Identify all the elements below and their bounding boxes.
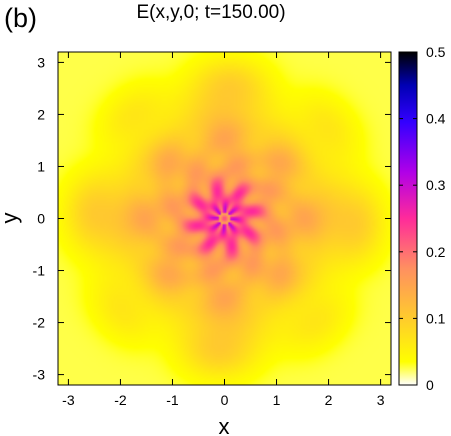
colorbar-tick-label: 0.5 — [426, 44, 446, 60]
colorbar-tick-label: 0.3 — [426, 177, 446, 193]
y-tick-label: 3 — [37, 54, 45, 70]
heatmap — [58, 52, 391, 385]
colorbar-frame — [398, 51, 418, 386]
colorbar-tick-label: 0 — [426, 377, 434, 393]
y-tick-label: -1 — [33, 263, 46, 279]
y-tick-label: 0 — [37, 211, 45, 227]
y-tick-label: -2 — [33, 315, 46, 331]
panel-label: (b) — [4, 3, 37, 33]
chart-title: E(x,y,0; t=150.00) — [136, 2, 285, 23]
y-axis-label: y — [0, 213, 22, 224]
x-tick-label: -2 — [114, 392, 127, 408]
x-tick-label: -3 — [62, 392, 75, 408]
x-tick-label: -1 — [166, 392, 179, 408]
x-tick-label: 2 — [325, 392, 333, 408]
colorbar-axis: 0.5 0.4 0.3 0.2 0.1 0 — [399, 44, 446, 393]
colorbar-tick-label: 0.2 — [426, 244, 446, 260]
y-tick-label: 1 — [37, 158, 45, 174]
x-tick-label: 0 — [221, 392, 229, 408]
y-tick-label: 2 — [37, 106, 45, 122]
heatmap-image — [58, 52, 391, 385]
y-axis: 3 2 1 0 -1 -2 -3 — [33, 54, 391, 383]
colorbar — [399, 52, 417, 385]
x-tick-label: 1 — [273, 392, 281, 408]
colorbar-tick-label: 0.1 — [426, 310, 446, 326]
colorbar-tick-label: 0.4 — [426, 111, 446, 127]
y-tick-label: -3 — [33, 367, 46, 383]
x-axis-label: x — [219, 414, 230, 436]
x-axis: -3 -2 -1 0 1 2 3 — [62, 52, 385, 408]
x-tick-label: 3 — [377, 392, 385, 408]
